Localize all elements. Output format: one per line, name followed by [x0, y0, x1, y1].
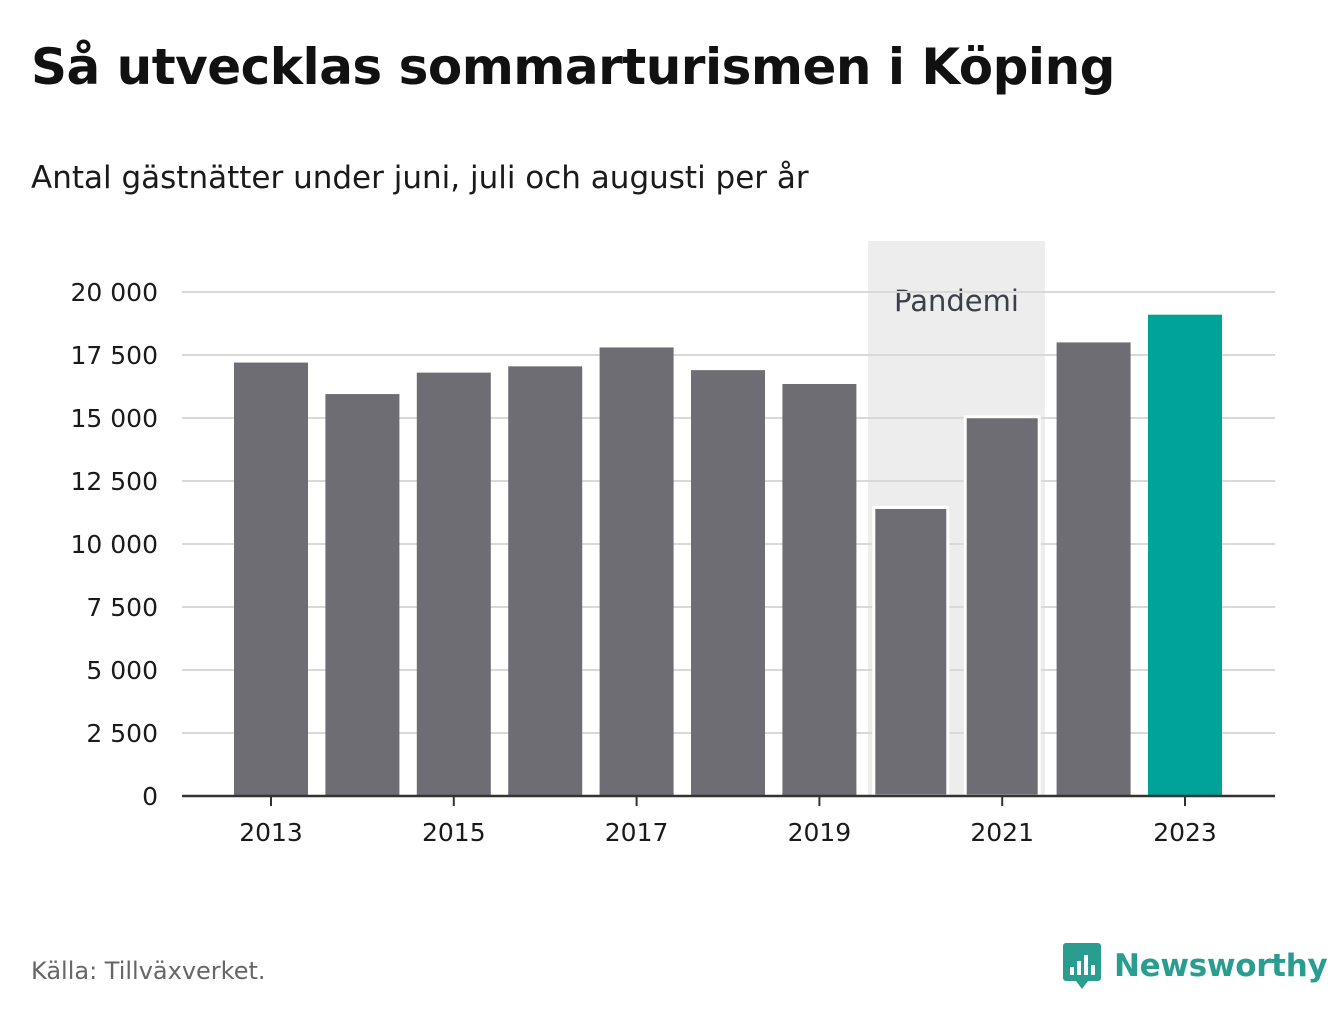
bar-2016	[508, 366, 583, 796]
brand-logo[interactable]: Newsworthy	[1062, 940, 1328, 992]
y-tick-label: 10 000	[71, 530, 158, 559]
bar-2019	[782, 383, 857, 796]
bar-2023	[1148, 314, 1222, 796]
pandemic-label: Pandemi	[894, 284, 1019, 318]
source-note: Källa: Tillväxverket.	[31, 957, 266, 985]
y-tick-label: 15 000	[71, 404, 158, 433]
bar-2021	[963, 415, 1041, 798]
x-tick-label: 2021	[970, 818, 1034, 847]
bar-2015	[416, 372, 491, 796]
y-tick-label: 12 500	[71, 467, 158, 496]
x-tick-label: 2019	[788, 818, 852, 847]
tick-labels: 0 2 500 5 000 7 500 10 000 12 500 15 000 17 500…	[71, 278, 1217, 847]
bar-2020	[872, 505, 950, 798]
bar-2014	[325, 394, 400, 796]
y-tick-label: 0	[142, 782, 158, 811]
y-tick-label: 17 500	[71, 341, 158, 370]
y-tick-label: 7 500	[86, 593, 158, 622]
bar-2013	[234, 362, 308, 796]
bar-2018	[691, 370, 765, 796]
x-tick-label: 2023	[1153, 818, 1217, 847]
x-tick-label: 2017	[605, 818, 669, 847]
chart-subtitle: Antal gästnätter under juni, juli och au…	[31, 160, 809, 196]
chart-title: Så utvecklas sommarturismen i Köping	[31, 38, 1115, 96]
y-tick-label: 2 500	[86, 719, 158, 748]
bar-2022	[1056, 342, 1131, 796]
bars	[234, 314, 1222, 798]
x-tick-label: 2015	[422, 818, 486, 847]
bar-chart: Pandemi 0 2 500 5 000 7 500 10 000 12 500 15 0…	[71, 241, 1275, 847]
brand-name: Newsworthy	[1114, 948, 1328, 984]
x-tick-label: 2013	[239, 818, 303, 847]
y-tick-label: 20 000	[71, 278, 158, 307]
bar-2017	[599, 347, 674, 796]
axes	[182, 794, 1275, 806]
newsworthy-logo-icon	[1063, 943, 1101, 989]
y-tick-label: 5 000	[86, 656, 158, 685]
